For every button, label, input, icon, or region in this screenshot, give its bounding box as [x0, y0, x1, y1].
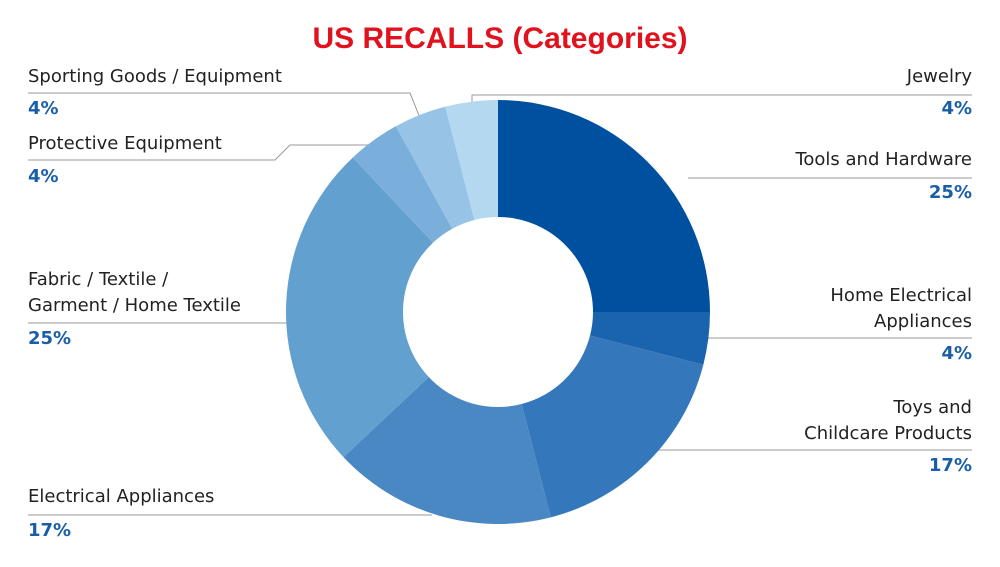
category-label: Fabric / Textile / Garment / Home Textil…: [28, 269, 242, 316]
category-label: Tools and Hardware: [795, 149, 972, 170]
category-label: Electrical Appliances: [28, 486, 215, 507]
value-label: 25%: [28, 328, 72, 349]
value-label: 4%: [941, 343, 972, 364]
donut-slice: [498, 100, 710, 312]
donut-slice: [445, 100, 498, 220]
donut-slice: [395, 106, 475, 229]
category-label: Jewelry: [906, 66, 972, 87]
chart-title: US RECALLS (Categories): [312, 22, 688, 55]
category-label: Home Electrical Appliances: [830, 285, 972, 332]
donut-slice: [352, 126, 453, 243]
value-label: 25%: [928, 182, 972, 203]
value-label: 17%: [28, 520, 72, 541]
leader-line: [28, 144, 370, 161]
value-label: 4%: [28, 166, 59, 187]
donut-slice: [343, 377, 551, 524]
category-label: Protective Equipment: [28, 133, 222, 154]
donut-slice: [285, 157, 433, 458]
donut-slice: [590, 312, 710, 365]
value-label: 4%: [28, 98, 59, 119]
leader-line: [28, 92, 421, 119]
value-label: 17%: [928, 455, 972, 476]
category-label: Sporting Goods / Equipment: [28, 66, 282, 87]
donut-slice: [521, 335, 704, 518]
category-label: Toys and Childcare Products: [804, 397, 972, 444]
leader-line: [471, 94, 972, 104]
value-label: 4%: [941, 98, 972, 119]
